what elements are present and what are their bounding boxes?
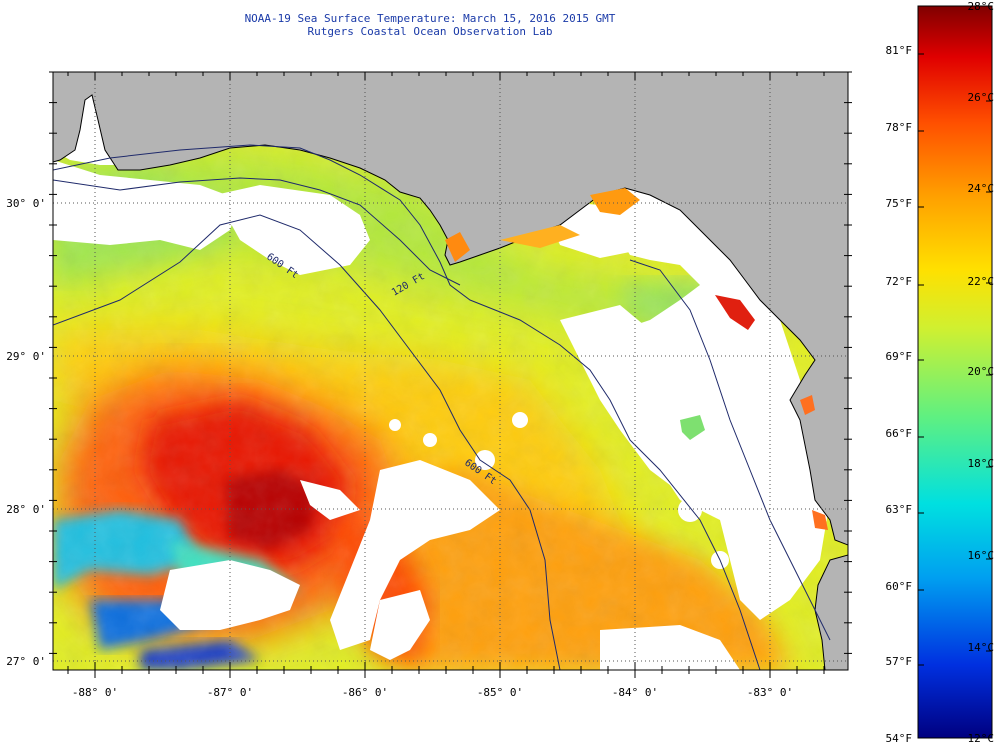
- colorbar-ticks: [918, 53, 992, 666]
- lon-label: -85° 0': [477, 686, 523, 699]
- lon-label: -86° 0': [342, 686, 388, 699]
- celsius-label: 24°C: [968, 182, 995, 195]
- fahrenheit-label: 66°F: [886, 427, 913, 440]
- celsius-label: 18°C: [968, 457, 995, 470]
- fahrenheit-label: 57°F: [886, 655, 913, 668]
- fahrenheit-label: 81°F: [886, 44, 913, 57]
- graticule: [53, 72, 848, 670]
- fahrenheit-label: 78°F: [886, 121, 913, 134]
- coastal-warm-water: [800, 395, 815, 415]
- fahrenheit-label: 63°F: [886, 503, 913, 516]
- cloud-mask: [53, 72, 830, 670]
- isobaths: [53, 144, 831, 670]
- coastal-warm-water: [812, 510, 828, 530]
- celsius-label: 16°C: [968, 549, 995, 562]
- colorbar-gradient: [917, 5, 993, 739]
- fahrenheit-label: 60°F: [886, 580, 913, 593]
- lon-label: -87° 0': [207, 686, 253, 699]
- coastal-hotspot: [715, 295, 755, 330]
- fahrenheit-label: 54°F: [886, 732, 913, 745]
- celsius-label: 20°C: [968, 365, 995, 378]
- fahrenheit-label: 75°F: [886, 197, 913, 210]
- celsius-label: 26°C: [968, 91, 995, 104]
- coastal-warm-water: [590, 188, 640, 215]
- celsius-label: 22°C: [968, 275, 995, 288]
- lat-label: 27° 0': [6, 655, 46, 668]
- lat-label: 30° 0': [6, 197, 46, 210]
- fahrenheit-label: 69°F: [886, 350, 913, 363]
- lon-label: -84° 0': [612, 686, 658, 699]
- map-subtitle: Rutgers Coastal Ocean Observation Lab: [307, 25, 553, 38]
- coastal-warm-water: [500, 225, 580, 248]
- land-mask: [53, 72, 848, 670]
- lon-label: -83° 0': [747, 686, 793, 699]
- map-title: NOAA-19 Sea Surface Temperature: March 1…: [244, 12, 616, 25]
- lat-label: 28° 0': [6, 503, 46, 516]
- green-patch: [680, 415, 705, 440]
- frame-ticks: [49, 71, 852, 678]
- celsius-label: 14°C: [968, 641, 995, 654]
- celsius-label: 12°C: [968, 732, 995, 745]
- fahrenheit-label: 72°F: [886, 275, 913, 288]
- lon-label: -88° 0': [72, 686, 118, 699]
- coastal-warm-water: [445, 232, 470, 262]
- lat-label: 29° 0': [6, 350, 46, 363]
- map-frame: [52, 71, 849, 671]
- celsius-label: 28°C: [968, 0, 995, 13]
